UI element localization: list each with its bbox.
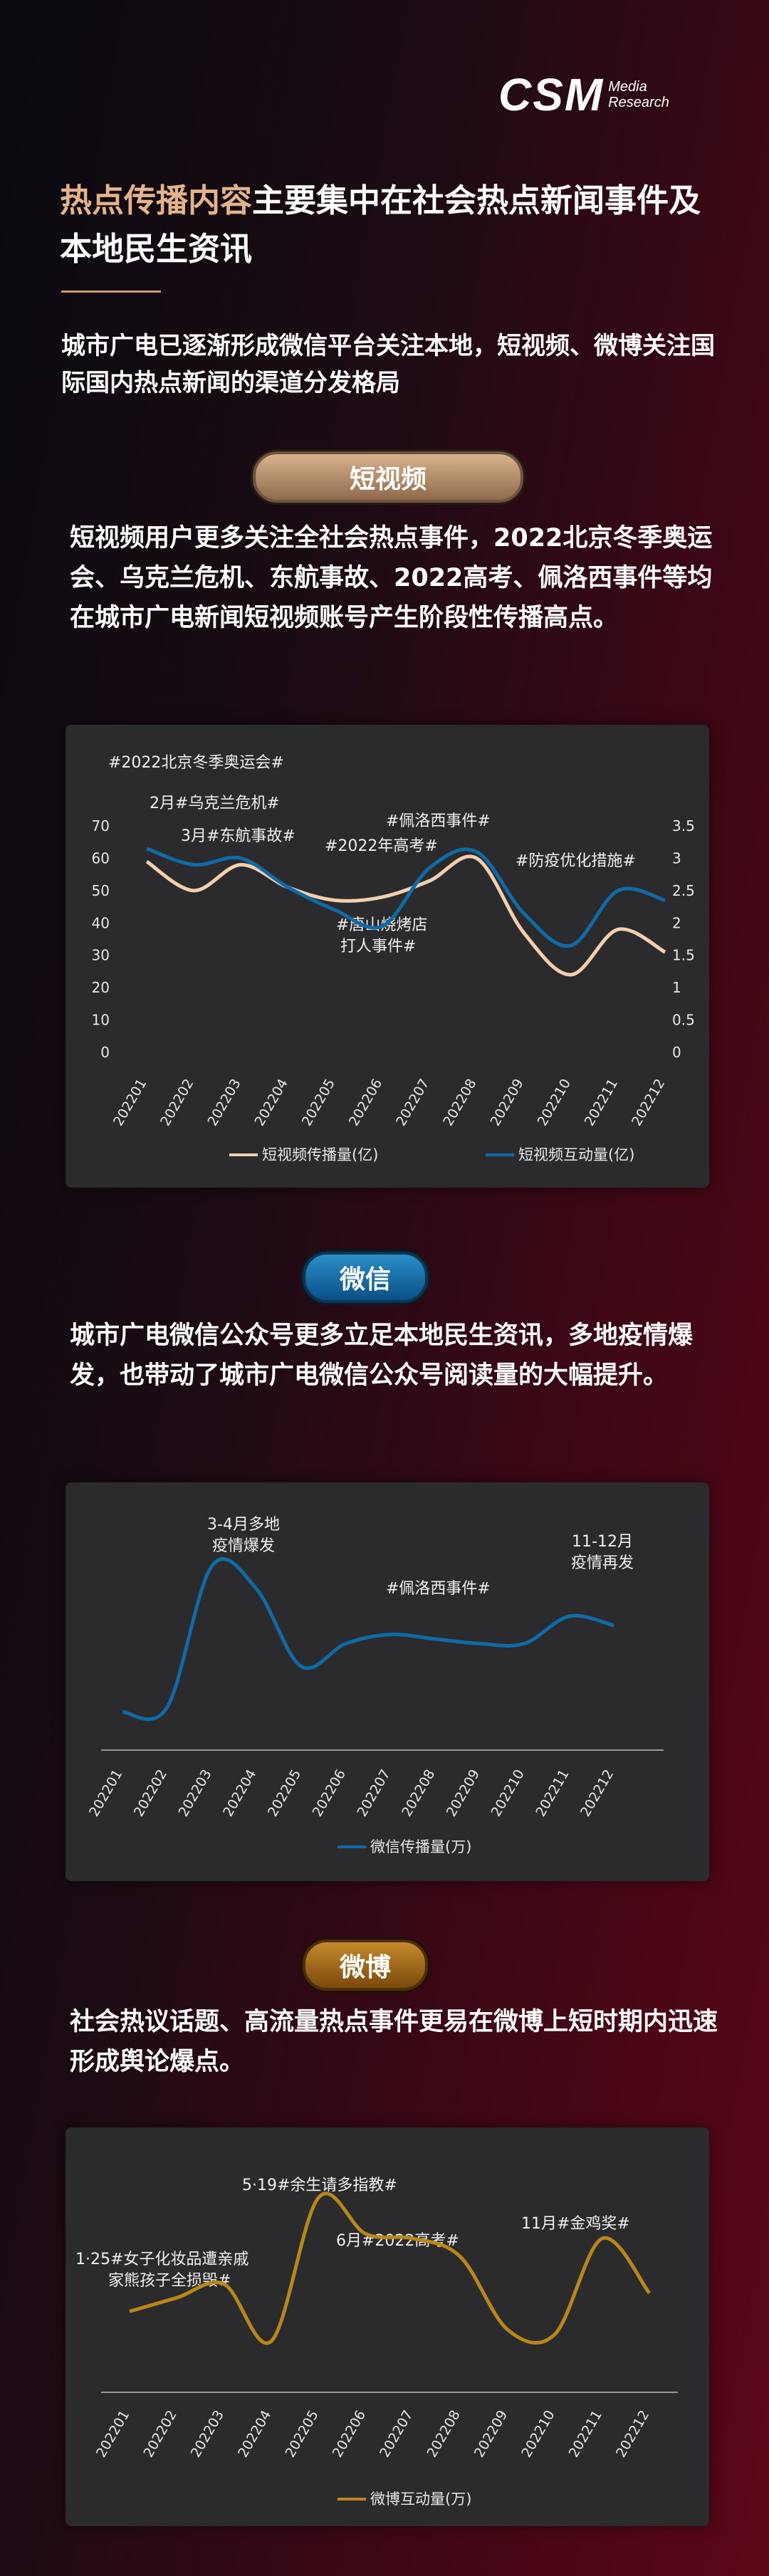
x-tick-label: 202207 [393,1077,432,1129]
x-tick-label: 202209 [471,2408,511,2461]
x-tick-label: 202207 [354,1767,393,1820]
chart-annotation: 打人事件# [340,938,416,955]
short-video-chart: #2022北京冬季奥运会# 2月#乌克兰危机# 3月#东航事故# #佩洛西事件# #20… [92,754,695,1163]
x-tick-label: 202209 [487,1077,526,1129]
x-tick-label: 202207 [377,2408,416,2461]
y-tick-label-left: 10 [92,1012,110,1029]
x-tick-label: 202206 [346,1077,385,1129]
x-tick-label: 202212 [577,1767,617,1820]
x-tick-label: 202205 [282,2408,321,2461]
y-tick-label-right: 3 [672,849,681,866]
chart-annotation: 3月#东航事故# [181,827,295,845]
chart-annotation: 3-4月多地 [207,1516,280,1534]
chart-annotation: 5·19#余生请多指教# [242,2177,397,2194]
x-tick-label: 202202 [140,2408,179,2461]
y-tick-label-left: 40 [92,914,110,931]
y-tick-label-right: 2 [672,914,681,931]
chart-annotation: 2月#乌克兰危机# [150,795,280,812]
y-tick-label-left: 0 [100,1044,110,1061]
chart-annotation: 疫情爆发 [212,1537,275,1555]
y-tick-label-left: 50 [92,882,110,899]
x-tick-label: 202206 [330,2408,369,2461]
x-tick-label: 202211 [566,2408,605,2461]
x-tick-label: 202210 [488,1767,528,1820]
chart-annotation: 家熊孩子全损毁# [108,2272,231,2290]
x-tick-label: 202211 [533,1767,572,1820]
page-subtitle: 城市广电已逐渐形成微信平台关注本地，短视频、微博关注国际国内热点新闻的渠道分发格… [61,332,715,397]
x-tick-label: 202209 [444,1767,483,1820]
wechat-chart-panel: 3-4月多地 疫情爆发 #佩洛西事件# 11-12月 疫情再发 202201 202202… [66,1482,709,1881]
y-tick-label-right: 3.5 [672,817,695,834]
section-pill-short-video: 短视频 [253,451,523,503]
short-video-description: 短视频用户更多关注全社会热点事件，2022北京冬季奥运会、乌克兰危机、东航事故、… [70,524,713,632]
series-line-wechat [122,1557,614,1722]
chart-annotation: #2022年高考# [325,837,438,855]
chart-annotation: 6月#2022高考# [336,2232,459,2250]
section-pill-wechat: 微信 [303,1252,428,1303]
x-tick-label: 202203 [188,2408,227,2461]
chart-annotation: #佩洛西事件# [386,812,491,830]
x-tick-label: 202208 [424,2408,464,2461]
y-tick-label-right: 0.5 [672,1012,695,1029]
legend-label: 短视频传播量(亿) [262,1146,378,1163]
series-line-weibo [129,2192,651,2345]
chart-annotation: 1·25#女子化妆品遭亲戚 [75,2251,249,2268]
wechat-description: 城市广电微信公众号更多立足本地民生资讯，多地疫情爆发，也带动了城市广电微信公众号… [70,1321,694,1390]
page-title: 热点传播内容主要集中在社会热点新闻事件及本地民生资讯 [60,177,729,273]
x-tick-label: 202212 [613,2408,652,2461]
y-tick-label-right: 2.5 [672,882,695,899]
x-tick-label: 202203 [175,1767,214,1820]
x-tick-label: 202204 [235,2408,274,2461]
x-tick-label: 202212 [629,1077,668,1129]
logo-subtext: Media Research [608,79,669,110]
y-tick-label-left: 20 [92,979,110,996]
x-tick-label: 202202 [157,1077,197,1129]
weibo-chart-panel: 5·19#余生请多指教# 1·25#女子化妆品遭亲戚家熊孩子全损毁# 6月#2022… [66,2127,709,2526]
chart-annotation: 11-12月 [572,1533,633,1551]
page-title-highlight: 热点传播内容 [60,182,253,219]
logo-text: CSM [498,69,605,120]
x-tick-label: 202201 [110,1077,150,1129]
csm-logo: CSM Media Research [498,68,669,121]
legend-label: 短视频互动量(亿) [518,1146,634,1163]
x-tick-label: 202208 [399,1767,438,1820]
x-tick-label: 202205 [265,1767,304,1820]
x-tick-label: 202204 [220,1767,259,1820]
x-tick-label: 202210 [518,2408,558,2461]
x-tick-label: 202208 [440,1077,479,1129]
short-video-chart-panel: #2022北京冬季奥运会# 2月#乌克兰危机# 3月#东航事故# #佩洛西事件# #20… [66,725,709,1188]
chart-annotation: 11月#金鸡奖# [521,2215,630,2233]
x-tick-label: 202206 [310,1767,349,1820]
y-tick-label-left: 30 [92,947,110,964]
series-line-reach [145,854,666,977]
x-tick-label: 202211 [582,1077,621,1129]
chart-annotation: #防疫优化措施# [516,852,636,870]
logo-sub-research: Research [608,95,669,110]
logo-sub-media: Media [608,79,647,95]
x-tick-label: 202210 [535,1077,574,1129]
x-tick-label: 202202 [131,1767,170,1820]
legend-label: 微博互动量(万) [370,2491,471,2508]
y-tick-label-right: 1.5 [672,947,695,964]
x-tick-label: 202201 [93,2408,132,2461]
x-tick-label: 202204 [252,1077,291,1129]
legend-label: 微信传播量(万) [370,1838,471,1855]
chart-annotation: #2022北京冬季奥运会# [108,754,284,772]
title-divider [61,290,161,293]
x-tick-label: 202201 [86,1767,125,1820]
chart-annotation: 疫情再发 [571,1554,634,1572]
y-tick-label-left: 70 [92,817,110,834]
chart-annotation: #佩洛西事件# [386,1580,491,1598]
weibo-description: 社会热议话题、高流量热点事件更易在微博上短时期内迅速形成舆论爆点。 [70,2008,718,2076]
y-tick-label-right: 1 [672,979,681,996]
y-tick-label-right: 0 [672,1044,681,1061]
page-title-rest: 主要集中在社会热点新闻事件及本地民生资讯 [60,182,701,268]
x-tick-label: 202203 [204,1077,244,1129]
section-pill-weibo: 微博 [303,1939,428,1991]
x-tick-label: 202205 [299,1077,338,1129]
y-tick-label-left: 60 [92,849,110,866]
